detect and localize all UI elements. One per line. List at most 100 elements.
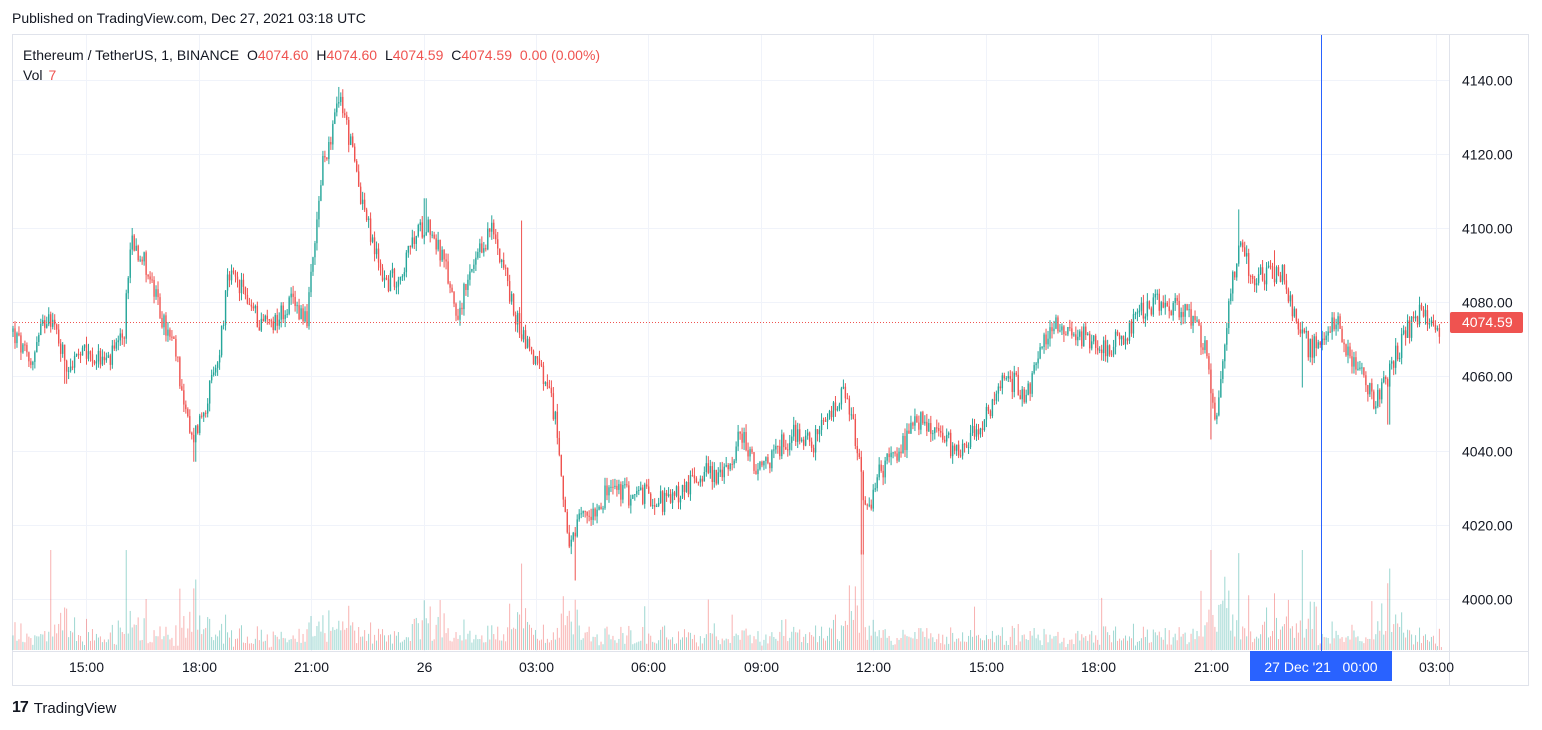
candle-body: [344, 113, 346, 116]
candle-body: [965, 444, 968, 448]
volume-bar: [99, 636, 101, 650]
volume-bar: [1389, 568, 1391, 650]
candle-body: [1244, 247, 1246, 257]
volume-bar: [18, 639, 20, 650]
volume-bar: [433, 639, 435, 650]
candle-body: [439, 239, 441, 261]
volume-bar: [101, 642, 103, 650]
candle-body: [240, 279, 243, 294]
volume-bar: [407, 637, 409, 650]
volume-bar: [36, 636, 38, 650]
time-tick-label: 18:00: [1081, 659, 1116, 675]
volume-bar: [1301, 550, 1303, 650]
volume-bar: [648, 633, 650, 650]
volume-bar: [1136, 641, 1138, 650]
candle-body: [705, 463, 708, 472]
volume-bar: [509, 603, 511, 650]
candle-body: [1172, 303, 1174, 316]
volume-bar: [866, 639, 868, 650]
volume-bar: [409, 640, 411, 650]
volume-bar: [1226, 608, 1228, 650]
volume-bar: [620, 626, 622, 650]
volume-bar: [1335, 630, 1337, 650]
candle-body: [971, 425, 974, 433]
candle-body: [1170, 311, 1172, 316]
price-axis[interactable]: 4000.00 4020.00 4040.00 4060.00 4080.00 4100.…: [1462, 73, 1513, 608]
volume-bar: [932, 637, 934, 650]
volume-bar: [834, 614, 836, 650]
candle-body: [1071, 328, 1073, 336]
candle-body: [1424, 310, 1427, 317]
candle-body: [651, 505, 654, 507]
volume-bar: [413, 618, 415, 650]
volume-bar: [922, 631, 924, 650]
volume-value: 7: [48, 67, 57, 83]
volume-bar: [40, 634, 42, 650]
candle-body: [127, 277, 129, 294]
candle-body: [947, 432, 950, 435]
volume-bar: [447, 628, 449, 650]
candle-body: [208, 380, 211, 404]
candle-body: [783, 434, 785, 448]
volume-bar: [346, 627, 348, 650]
volume-bar: [1027, 640, 1029, 650]
candle-body: [1257, 274, 1260, 284]
candle-body: [1224, 344, 1226, 362]
volume-bar: [91, 629, 93, 650]
candle-body: [753, 452, 755, 471]
volume-bar: [115, 644, 117, 650]
volume-bar: [534, 629, 536, 650]
volume-bar: [197, 629, 199, 650]
candle-body: [57, 329, 60, 344]
candle-body: [159, 297, 161, 318]
candle-body: [1095, 335, 1097, 348]
candle-body: [526, 338, 529, 349]
candle-body: [20, 335, 22, 353]
volume-bar: [1403, 632, 1405, 650]
candle-body: [310, 271, 312, 293]
candle-body: [290, 293, 292, 298]
volume-bar: [968, 635, 970, 650]
symbol-label[interactable]: Ethereum / TetherUS, 1, BINANCE: [23, 47, 240, 63]
candle-body: [898, 451, 900, 461]
candle-body: [1430, 320, 1433, 323]
candle-body: [61, 344, 64, 354]
volume-bar: [1170, 644, 1172, 650]
candle-body: [302, 308, 304, 322]
volume-bar: [860, 550, 862, 650]
candle-body: [1013, 372, 1015, 393]
candle-body: [28, 352, 30, 362]
tradingview-logo[interactable]: 17 TradingView: [12, 699, 116, 717]
candle-body: [711, 466, 713, 483]
candle-body: [1140, 302, 1143, 311]
volume-bar: [52, 636, 54, 650]
time-axis[interactable]: 15:00 18:00 21:00 26 03:00 06:00 09:00 12:00 15:…: [69, 659, 1454, 675]
candle-body: [812, 447, 815, 453]
volume-bar: [24, 642, 26, 650]
volume-bar: [28, 636, 30, 650]
candle-body: [685, 482, 688, 492]
volume-bar: [995, 635, 997, 650]
volume-label[interactable]: Vol: [23, 67, 43, 83]
volume-bar: [699, 636, 701, 650]
candle-body: [1339, 316, 1341, 329]
candle-body: [145, 252, 147, 275]
volume-bar: [542, 624, 544, 650]
candle-body: [270, 320, 272, 322]
volume-bar: [926, 628, 928, 650]
candle-body: [1146, 301, 1149, 317]
candle-body: [636, 490, 638, 495]
volume-bar: [1254, 638, 1256, 650]
candle-body: [228, 274, 231, 281]
candle-body: [936, 427, 938, 429]
time-tick-label: 06:00: [631, 659, 666, 675]
volume-bar: [632, 644, 634, 650]
volume-bar: [602, 644, 604, 650]
candle-body: [737, 431, 739, 447]
volume-bar: [727, 639, 729, 650]
candle-body: [415, 236, 417, 244]
volume-bar: [646, 643, 648, 650]
candle-body: [1053, 328, 1055, 332]
candle-body: [1309, 338, 1311, 358]
